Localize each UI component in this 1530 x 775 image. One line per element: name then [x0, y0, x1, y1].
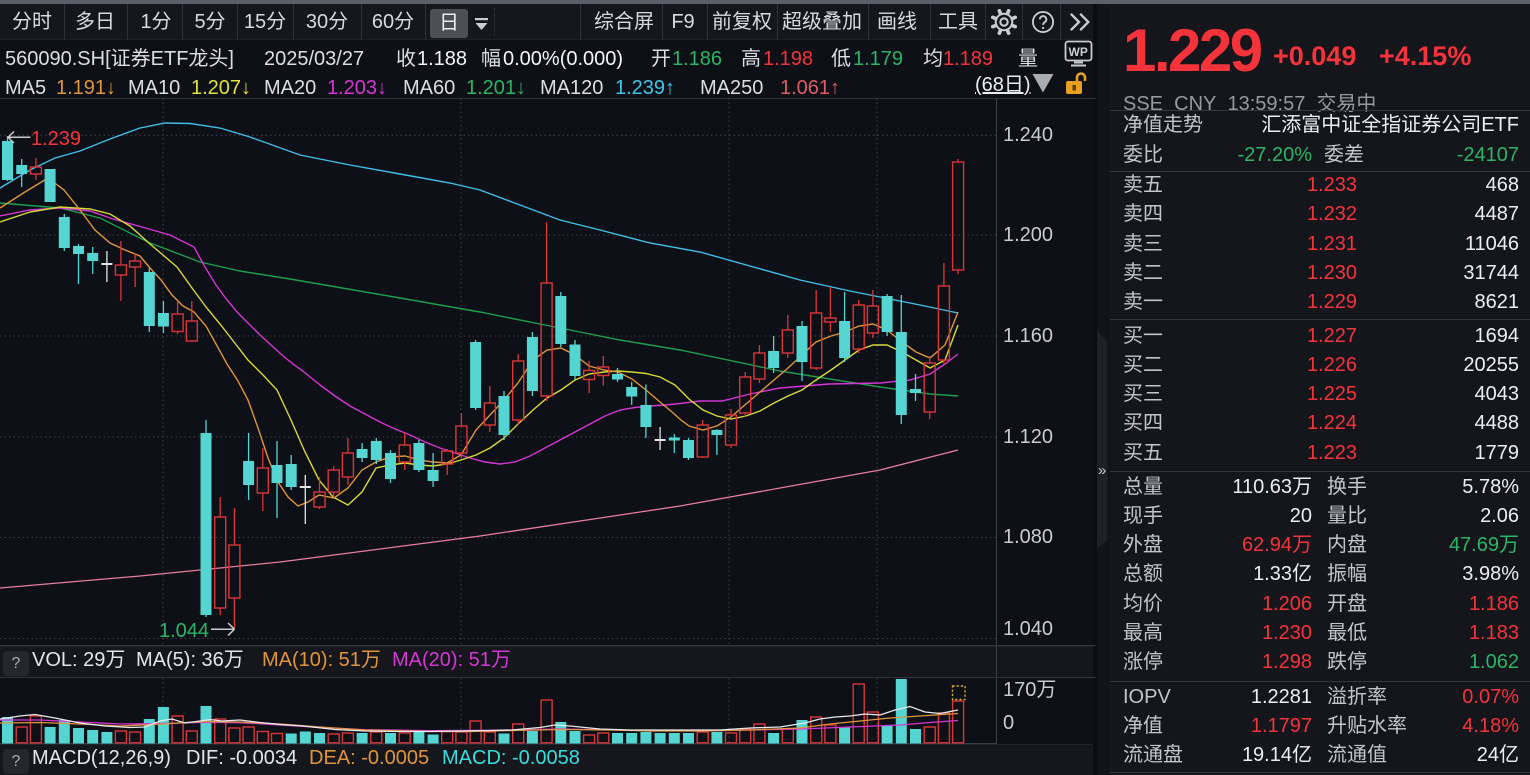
svg-text:WP: WP	[1069, 45, 1088, 59]
svg-text:1.239: 1.239	[31, 128, 81, 150]
svg-text:1.044: 1.044	[159, 620, 209, 642]
